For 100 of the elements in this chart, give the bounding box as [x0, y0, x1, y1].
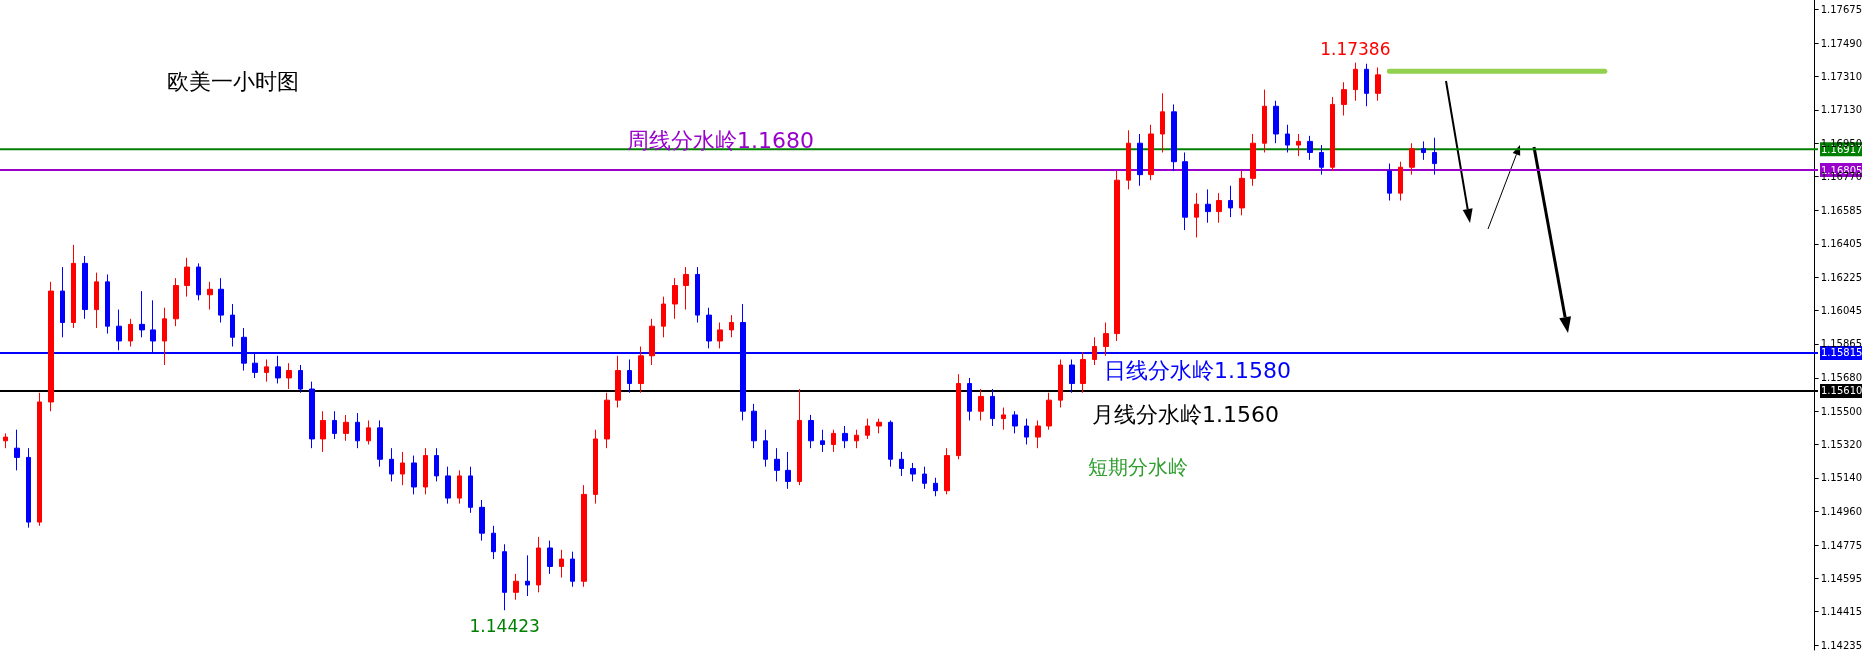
candlestick [1421, 140, 1426, 161]
candlestick [933, 477, 938, 497]
candlestick [1228, 185, 1233, 218]
candlestick [1182, 151, 1188, 231]
candlestick [309, 381, 315, 449]
candlestick [1296, 133, 1301, 157]
candlestick [1330, 96, 1335, 172]
candlestick [445, 466, 451, 505]
candlestick [842, 425, 848, 449]
candlestick [1307, 135, 1313, 161]
text: 欧美一小时图 [167, 68, 299, 94]
annotation: 周线分水岭1.1680 [627, 127, 814, 153]
candlestick [218, 277, 224, 324]
candlestick [854, 429, 859, 449]
candlestick [820, 429, 825, 453]
candlestick [1364, 63, 1369, 107]
candlestick [468, 466, 473, 514]
y-tick-label: 1.14235 [1820, 639, 1863, 651]
candlestick [207, 281, 213, 311]
candlestick [1001, 407, 1006, 431]
candlestick [513, 573, 519, 601]
candlestick [1069, 358, 1075, 394]
candlestick [525, 554, 530, 597]
candlestick [173, 277, 179, 327]
candlestick [1398, 161, 1403, 202]
candlestick [502, 543, 507, 611]
candlestick [661, 296, 666, 338]
candlestick [1092, 336, 1097, 366]
candlestick [116, 309, 122, 351]
y-tick-label: 1.16045 [1820, 304, 1863, 316]
candlestick [298, 364, 303, 394]
y-tick-label: 1.17490 [1820, 37, 1863, 49]
candlestick [1058, 358, 1063, 409]
candlestick [1319, 144, 1324, 176]
candlestick [82, 255, 88, 320]
candlestick [615, 355, 621, 409]
candlestick [1194, 192, 1199, 238]
candlestick [956, 373, 961, 460]
candlestick [593, 429, 598, 505]
y-tick-label: 1.15500 [1820, 405, 1863, 417]
candlestick [627, 358, 632, 394]
candlestick [536, 536, 541, 593]
candlestick [411, 455, 417, 495]
candlestick [638, 346, 644, 394]
candlestick [774, 447, 780, 482]
candlestick [729, 314, 734, 338]
candlestick [286, 362, 292, 390]
candlestick [423, 447, 428, 495]
candlestick [649, 318, 655, 366]
candlestick [797, 388, 802, 486]
y-tick-label: 1.17310 [1820, 71, 1863, 83]
candlestick [1080, 351, 1086, 394]
candlestick [1250, 133, 1256, 187]
candlestick [1035, 419, 1041, 449]
candlestick [683, 266, 689, 311]
annotation: 短期分水岭 [1088, 455, 1188, 479]
candlestick [343, 414, 349, 442]
y-tick-label: 1.16585 [1820, 205, 1863, 217]
candlestick [184, 257, 190, 298]
y-tick-label: 1.14960 [1820, 505, 1863, 517]
candlestick [922, 466, 927, 490]
y-tick-label: 1.14415 [1820, 606, 1863, 618]
candlestick [230, 303, 235, 348]
candlestick [1341, 81, 1347, 117]
y-tick-label: 1.14595 [1820, 572, 1863, 584]
candlestick [967, 377, 972, 421]
candlestick [71, 244, 76, 329]
y-tick-label: 1.15320 [1820, 438, 1863, 450]
candlestick [457, 469, 462, 505]
candlestick [1375, 66, 1381, 102]
candlestick [1239, 170, 1245, 216]
candlestick [1273, 100, 1279, 144]
candlestick [1160, 92, 1165, 153]
candlestick [162, 307, 167, 366]
y-tick-label: 1.16225 [1820, 271, 1863, 283]
candlestick [139, 290, 145, 338]
candlestick [876, 418, 882, 434]
candlestick [944, 447, 950, 495]
annotation: 1.14423 [469, 616, 540, 637]
candlestick [377, 419, 383, 468]
candlestick [785, 451, 791, 490]
candlestick [695, 266, 700, 324]
candlestick [105, 273, 110, 335]
candlestick [1262, 89, 1267, 153]
candlestick [1432, 137, 1437, 176]
candlestick [978, 388, 984, 421]
annotation: 月线分水岭1.1560 [1092, 402, 1279, 428]
candlestick [547, 540, 553, 575]
candlestick [751, 403, 757, 449]
candlestick [366, 419, 371, 445]
candlestick [275, 355, 281, 384]
candlestick [581, 484, 587, 588]
candlestick [26, 447, 31, 529]
candlestick [1114, 170, 1120, 342]
candlestick [1205, 188, 1211, 224]
candlestick [3, 432, 8, 449]
candlestick [1171, 103, 1177, 172]
candlestick [479, 499, 485, 542]
candlestick [706, 307, 712, 349]
candlestick [491, 525, 496, 560]
